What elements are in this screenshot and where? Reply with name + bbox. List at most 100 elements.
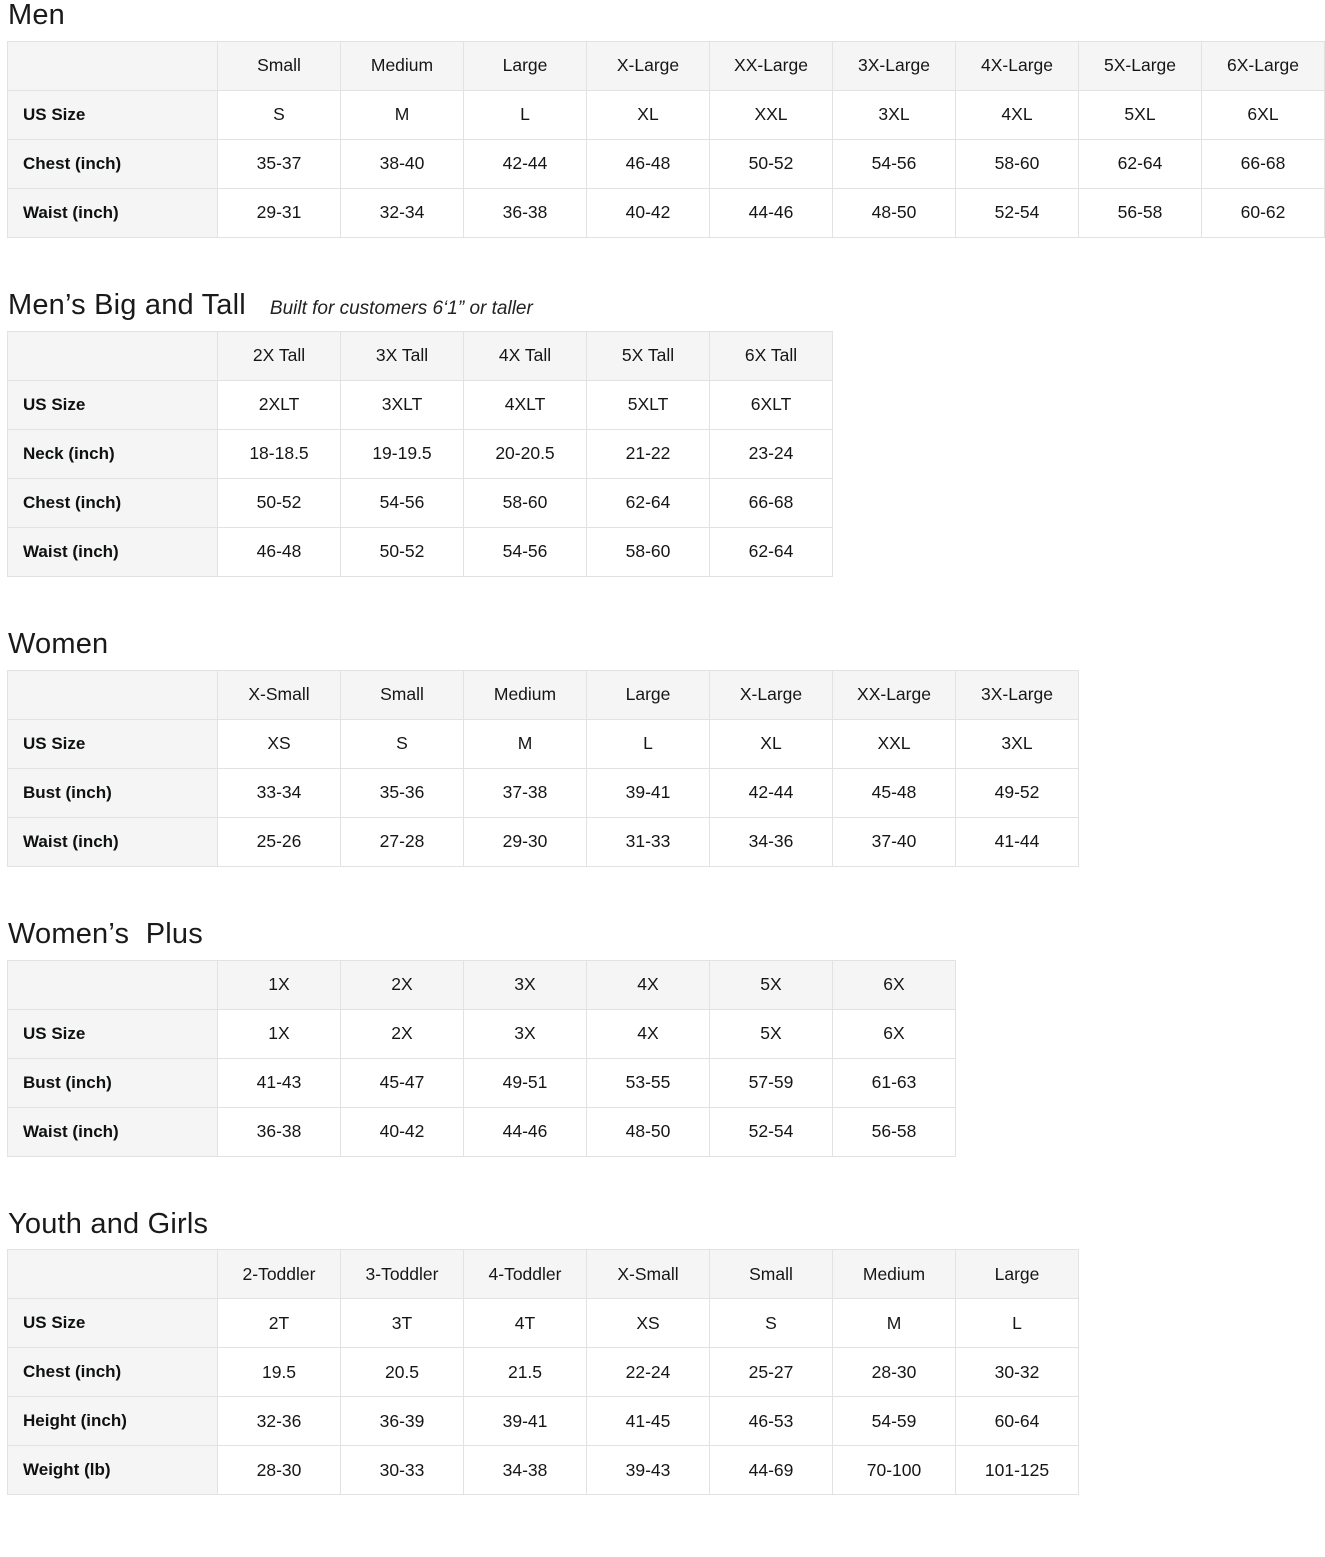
table-row: US Size 2T 3T 4T XS S M L bbox=[7, 1298, 1079, 1349]
value-cell: 35-36 bbox=[340, 767, 464, 818]
section-subtitle: Built for customers 6‘1” or taller bbox=[269, 297, 533, 319]
value-cell: 41-44 bbox=[955, 816, 1079, 867]
value-cell: 45-47 bbox=[340, 1057, 464, 1108]
value-cell: 22-24 bbox=[586, 1347, 710, 1398]
column-header: 4X bbox=[586, 959, 710, 1010]
value-cell: 1X bbox=[217, 1008, 341, 1059]
section-title: Men’s Big and Tall bbox=[8, 288, 246, 321]
table-row: Bust (inch) 33-34 35-36 37-38 39-41 42-44 45-4… bbox=[7, 767, 1079, 818]
value-cell: 4XL bbox=[955, 89, 1079, 140]
column-header: 4X Tall bbox=[463, 330, 587, 381]
table-row: Chest (inch) 35-37 38-40 42-44 46-48 50-52 54-… bbox=[7, 138, 1325, 189]
value-cell: XXL bbox=[832, 718, 956, 769]
column-header: 3X-Large bbox=[955, 669, 1079, 720]
column-header: X-Small bbox=[586, 1249, 710, 1300]
column-header: XX-Large bbox=[832, 669, 956, 720]
value-cell: 28-30 bbox=[832, 1347, 956, 1398]
column-header: Large bbox=[586, 669, 710, 720]
row-label: Bust (inch) bbox=[7, 1057, 218, 1108]
column-header: 1X bbox=[217, 959, 341, 1010]
section-heading: Women bbox=[8, 628, 1318, 661]
column-header: Small bbox=[217, 40, 341, 91]
row-label: Chest (inch) bbox=[7, 1347, 218, 1398]
value-cell: 3X bbox=[463, 1008, 587, 1059]
value-cell: 4X bbox=[586, 1008, 710, 1059]
value-cell: 25-27 bbox=[709, 1347, 833, 1398]
value-cell: 5X bbox=[709, 1008, 833, 1059]
value-cell: 34-38 bbox=[463, 1445, 587, 1496]
value-cell: 36-38 bbox=[463, 187, 587, 238]
header-row: X-Small Small Medium Large X-Large XX-Large 3X… bbox=[7, 669, 1079, 720]
table-row: Waist (inch) 29-31 32-34 36-38 40-42 44-46 48-… bbox=[7, 187, 1325, 238]
table-row: Chest (inch) 50-52 54-56 58-60 62-64 66-68 bbox=[7, 477, 833, 528]
value-cell: 50-52 bbox=[217, 477, 341, 528]
row-label: US Size bbox=[7, 379, 218, 430]
corner-cell bbox=[7, 1249, 218, 1300]
row-label: Chest (inch) bbox=[7, 138, 218, 189]
value-cell: 2XLT bbox=[217, 379, 341, 430]
value-cell: M bbox=[832, 1298, 956, 1349]
value-cell: 18-18.5 bbox=[217, 428, 341, 479]
value-cell: 3XLT bbox=[340, 379, 464, 430]
value-cell: 52-54 bbox=[955, 187, 1079, 238]
table-row: Waist (inch) 36-38 40-42 44-46 48-50 52-54 56-… bbox=[7, 1106, 956, 1157]
value-cell: 41-45 bbox=[586, 1396, 710, 1447]
value-cell: 61-63 bbox=[832, 1057, 956, 1108]
value-cell: 62-64 bbox=[709, 526, 833, 577]
corner-cell bbox=[7, 669, 218, 720]
column-header: X-Large bbox=[709, 669, 833, 720]
value-cell: 44-69 bbox=[709, 1445, 833, 1496]
value-cell: 33-34 bbox=[217, 767, 341, 818]
size-chart-section-women: Women X-Small Small Medium Large X-Large XX-La… bbox=[7, 628, 1318, 867]
value-cell: 57-59 bbox=[709, 1057, 833, 1108]
value-cell: XL bbox=[586, 89, 710, 140]
column-header: 5X Tall bbox=[586, 330, 710, 381]
value-cell: XXL bbox=[709, 89, 833, 140]
value-cell: 29-30 bbox=[463, 816, 587, 867]
size-table-mens-big-and-tall: 2X Tall 3X Tall 4X Tall 5X Tall 6X Tall US Si… bbox=[7, 330, 833, 577]
column-header: Small bbox=[709, 1249, 833, 1300]
value-cell: 40-42 bbox=[586, 187, 710, 238]
column-header: Large bbox=[463, 40, 587, 91]
column-header: XX-Large bbox=[709, 40, 833, 91]
row-label: Waist (inch) bbox=[7, 526, 218, 577]
column-header: 4-Toddler bbox=[463, 1249, 587, 1300]
value-cell: 60-64 bbox=[955, 1396, 1079, 1447]
value-cell: M bbox=[340, 89, 464, 140]
value-cell: 60-62 bbox=[1201, 187, 1325, 238]
value-cell: 54-56 bbox=[832, 138, 956, 189]
row-label: Height (inch) bbox=[7, 1396, 218, 1447]
column-header: Medium bbox=[340, 40, 464, 91]
section-heading: Youth and Girls bbox=[8, 1207, 1318, 1241]
value-cell: XS bbox=[586, 1298, 710, 1349]
section-heading: Women’s Plus bbox=[8, 918, 1318, 951]
value-cell: 19.5 bbox=[217, 1347, 341, 1398]
value-cell: 40-42 bbox=[340, 1106, 464, 1157]
value-cell: 62-64 bbox=[1078, 138, 1202, 189]
value-cell: 45-48 bbox=[832, 767, 956, 818]
column-header: 6X Tall bbox=[709, 330, 833, 381]
row-label: Waist (inch) bbox=[7, 816, 218, 867]
value-cell: 58-60 bbox=[955, 138, 1079, 189]
value-cell: 25-26 bbox=[217, 816, 341, 867]
table-row: Weight (lb) 28-30 30-33 34-38 39-43 44-69 70-1… bbox=[7, 1445, 1079, 1496]
value-cell: 21-22 bbox=[586, 428, 710, 479]
value-cell: 20-20.5 bbox=[463, 428, 587, 479]
value-cell: 56-58 bbox=[832, 1106, 956, 1157]
value-cell: 21.5 bbox=[463, 1347, 587, 1398]
value-cell: 37-38 bbox=[463, 767, 587, 818]
value-cell: 6XL bbox=[1201, 89, 1325, 140]
table-row: US Size 2XLT 3XLT 4XLT 5XLT 6XLT bbox=[7, 379, 833, 430]
header-row: 1X 2X 3X 4X 5X 6X bbox=[7, 959, 956, 1010]
value-cell: 36-38 bbox=[217, 1106, 341, 1157]
value-cell: 46-53 bbox=[709, 1396, 833, 1447]
value-cell: 3XL bbox=[955, 718, 1079, 769]
column-header: Medium bbox=[463, 669, 587, 720]
value-cell: 53-55 bbox=[586, 1057, 710, 1108]
column-header: 3X Tall bbox=[340, 330, 464, 381]
section-title: Youth and Girls bbox=[8, 1207, 209, 1240]
value-cell: 2T bbox=[217, 1298, 341, 1349]
column-header: X-Large bbox=[586, 40, 710, 91]
value-cell: 4T bbox=[463, 1298, 587, 1349]
row-label: Bust (inch) bbox=[7, 767, 218, 818]
